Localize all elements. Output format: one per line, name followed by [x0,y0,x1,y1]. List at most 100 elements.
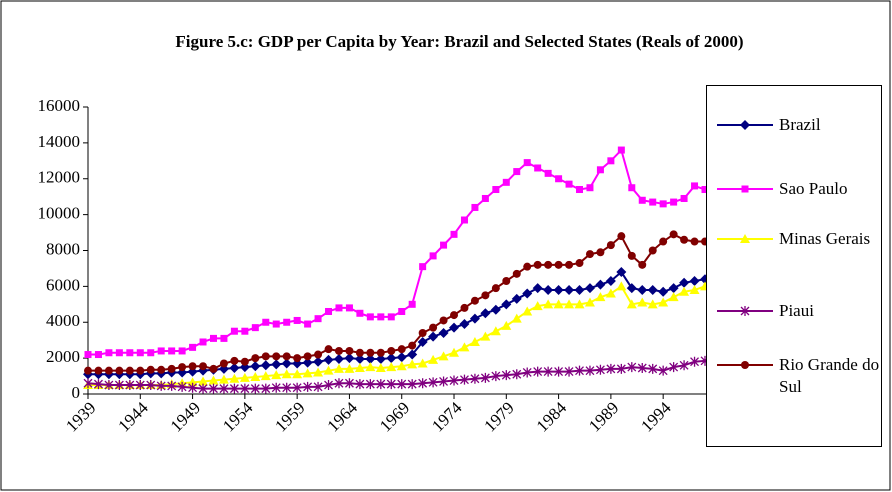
series-line [87,359,706,390]
marker [585,365,595,376]
marker [701,186,709,194]
marker [584,283,595,294]
marker [209,334,217,342]
marker [302,368,313,378]
marker [407,379,417,390]
marker [199,338,207,346]
marker [523,159,531,167]
marker [741,185,749,193]
marker [469,336,480,346]
marker [229,383,239,394]
marker [459,319,470,330]
marker [554,366,564,377]
marker [490,304,501,315]
marker [460,374,469,385]
marker [334,378,344,389]
legend-label: Sao Paulo [779,179,848,198]
marker [469,313,480,324]
marker [219,359,228,368]
marker [283,318,291,326]
marker [533,366,543,377]
marker [450,311,459,320]
marker [251,324,259,332]
marker [125,380,135,391]
marker [220,334,228,342]
marker [596,166,604,174]
marker [356,309,364,317]
marker [189,343,197,351]
marker [303,352,312,361]
marker [251,354,260,363]
marker [397,345,406,354]
marker [396,352,407,363]
marker [168,347,176,355]
marker [209,364,218,373]
marker [365,379,375,390]
marker [491,371,501,382]
marker [450,230,458,238]
marker [229,362,240,373]
marker [481,194,489,202]
marker [84,351,92,359]
marker [617,232,626,241]
marker [691,182,699,190]
marker [398,307,406,315]
marker [376,348,385,357]
marker [218,374,229,384]
marker [93,379,103,390]
marker [638,260,647,269]
marker [375,362,386,372]
marker [564,366,574,377]
marker [366,313,374,321]
marker [407,359,418,369]
marker [104,380,114,391]
marker [177,381,187,392]
marker [449,375,459,386]
marker [637,362,647,373]
marker [272,320,280,328]
marker [261,352,270,361]
marker [178,363,187,372]
marker [512,369,522,380]
marker [470,296,479,305]
marker [553,299,564,309]
marker [429,252,437,260]
marker [344,353,355,364]
marker [293,316,301,324]
marker [607,157,615,165]
marker [679,360,689,371]
marker [323,365,334,375]
marker [292,382,302,393]
marker [575,365,584,376]
marker [396,361,407,371]
marker [282,352,291,361]
legend-key [717,185,773,193]
marker [554,260,563,269]
marker [313,381,323,392]
marker [208,375,219,385]
marker [167,380,177,391]
marker [637,297,648,307]
marker [502,178,510,186]
marker [534,164,542,172]
marker [188,362,197,371]
marker [585,250,594,259]
marker [209,383,218,394]
marker [354,354,365,365]
marker [605,288,616,298]
marker [522,367,532,378]
marker [616,281,627,291]
marker [438,328,449,339]
marker [513,168,521,176]
marker [345,346,354,355]
marker [596,248,605,257]
marker [502,276,511,285]
marker [304,320,312,328]
marker [428,377,438,388]
marker [523,262,532,271]
marker [490,326,501,336]
marker [355,379,365,390]
marker [575,259,584,268]
marker [334,346,343,355]
marker [511,313,522,323]
